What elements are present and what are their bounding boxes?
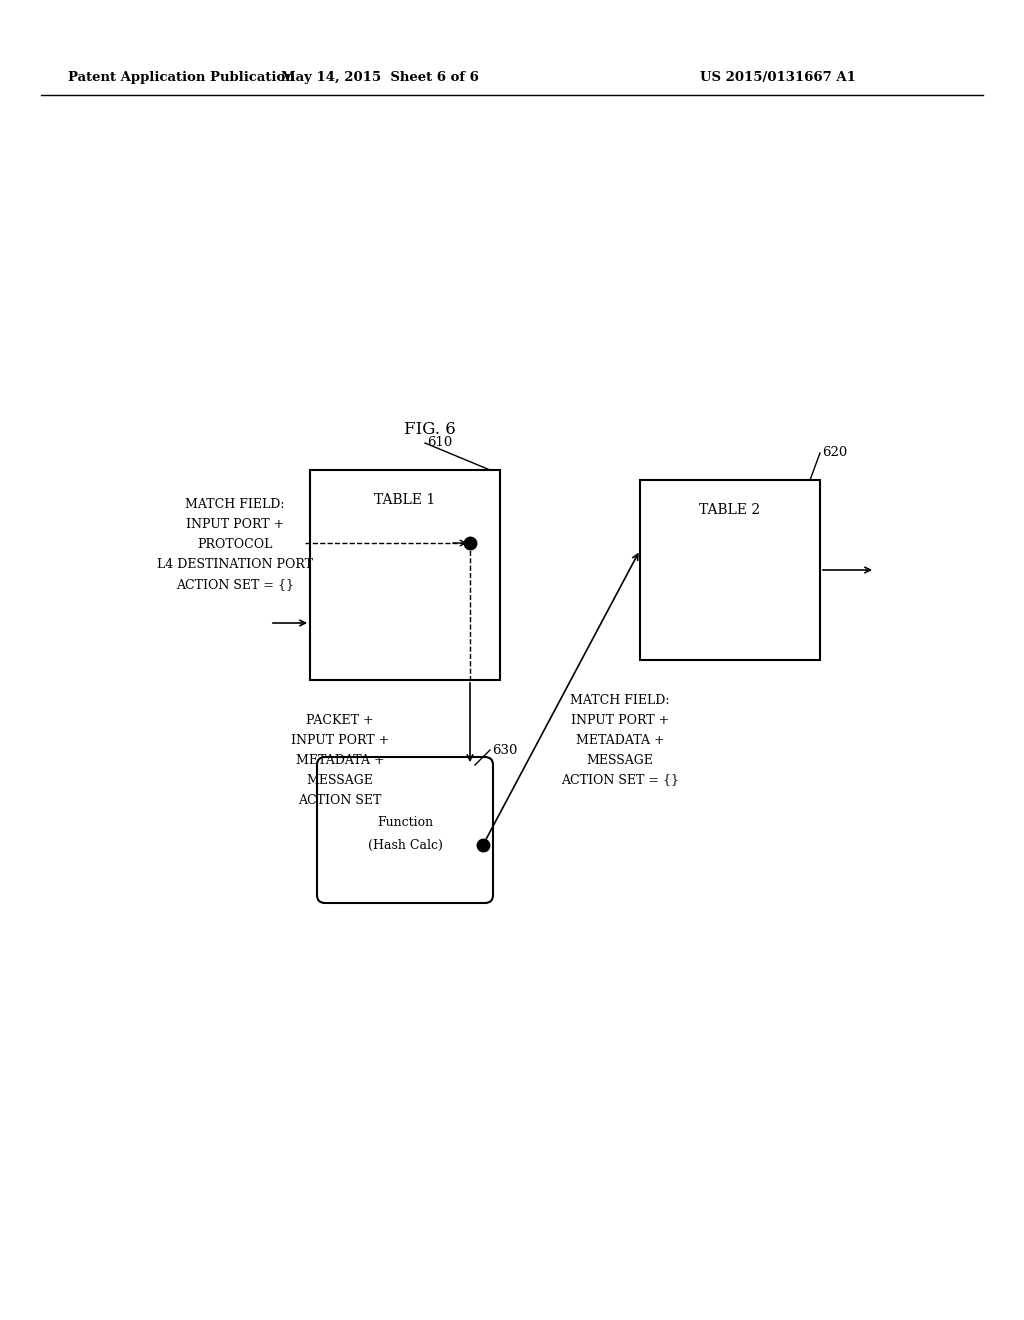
Text: 630: 630 — [492, 743, 517, 756]
Text: US 2015/0131667 A1: US 2015/0131667 A1 — [700, 71, 856, 84]
Bar — [640, 480, 820, 660]
Text: FIG. 6: FIG. 6 — [404, 421, 456, 438]
Text: INPUT PORT +: INPUT PORT + — [186, 519, 284, 532]
Text: Function: Function — [377, 816, 433, 829]
Text: ACTION SET: ACTION SET — [298, 793, 382, 807]
Text: MATCH FIELD:: MATCH FIELD: — [570, 693, 670, 706]
Text: May 14, 2015  Sheet 6 of 6: May 14, 2015 Sheet 6 of 6 — [281, 71, 479, 84]
Text: ACTION SET = {}: ACTION SET = {} — [561, 774, 679, 787]
Text: L4 DESTINATION PORT: L4 DESTINATION PORT — [157, 558, 313, 572]
Text: METADATA +: METADATA + — [575, 734, 665, 747]
Text: MESSAGE: MESSAGE — [587, 754, 653, 767]
Text: PACKET +: PACKET + — [306, 714, 374, 726]
Text: METADATA +: METADATA + — [296, 754, 384, 767]
Text: ACTION SET = {}: ACTION SET = {} — [176, 578, 294, 591]
Text: INPUT PORT +: INPUT PORT + — [291, 734, 389, 747]
Text: INPUT PORT +: INPUT PORT + — [570, 714, 669, 726]
Text: MATCH FIELD:: MATCH FIELD: — [185, 499, 285, 511]
Text: PROTOCOL: PROTOCOL — [198, 539, 272, 552]
Text: TABLE 1: TABLE 1 — [375, 492, 435, 507]
Text: Patent Application Publication: Patent Application Publication — [68, 71, 295, 84]
Text: (Hash Calc): (Hash Calc) — [368, 838, 442, 851]
Text: 610: 610 — [427, 437, 453, 450]
Text: 620: 620 — [822, 446, 847, 459]
FancyBboxPatch shape — [317, 756, 493, 903]
Text: TABLE 2: TABLE 2 — [699, 503, 761, 517]
Text: MESSAGE: MESSAGE — [306, 774, 374, 787]
Bar — [310, 470, 500, 680]
